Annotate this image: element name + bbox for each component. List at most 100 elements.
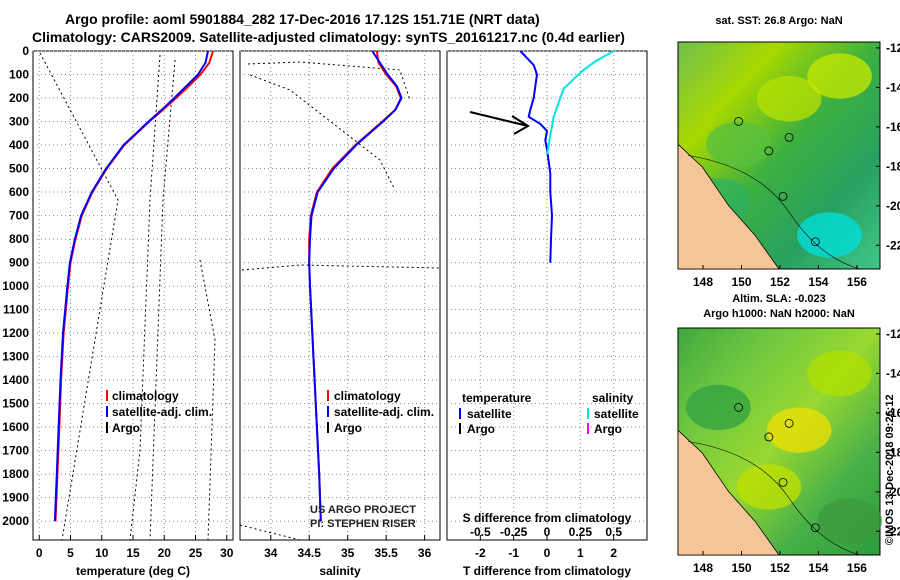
series-line-satellite-adj (53, 50, 209, 522)
depth-tick-label: 0 (22, 44, 29, 58)
map-y-tick-label: -16 (886, 120, 900, 134)
depth-tick-label: 1000 (2, 279, 29, 293)
reef-outline (734, 117, 743, 126)
map-x-tick-label: 150 (731, 561, 751, 575)
legend-label: Argo (594, 422, 622, 436)
map-x-tick-label: 150 (731, 275, 751, 289)
shelf-contour (688, 155, 860, 270)
x-tick-label: 34 (264, 546, 278, 560)
arrow-head (511, 115, 530, 135)
map-y-tick-label: -14 (886, 366, 900, 380)
reef-outline (764, 432, 774, 442)
reef-outline (764, 146, 774, 156)
map-x-tick-label: 154 (808, 561, 828, 575)
map-x-tick-label: 148 (693, 275, 713, 289)
map-patch (766, 407, 832, 453)
s-tick-label: 0 (544, 525, 551, 539)
map-x-tick-label: 148 (693, 561, 713, 575)
depth-tick-label: 1200 (2, 326, 29, 340)
reef-outline (778, 477, 788, 487)
depth-tick-label: 700 (9, 209, 29, 223)
map-y-tick-label: -20 (886, 199, 900, 213)
plot-frame (239, 50, 441, 541)
annotation-pi: PI: STEPHEN RISER (310, 518, 416, 530)
map-y-tick-label: -14 (886, 80, 900, 94)
x-tick-label: 30 (220, 546, 234, 560)
sla-map-panel: 148 150 152 154 156 -12 -14 -16 -18 -20 -22 Altim. … (677, 293, 900, 575)
map-y-tick-label: -18 (886, 159, 900, 173)
legend-label: Argo (112, 421, 140, 435)
sst-map-panel: 148 150 152 154 156 -12 -14 -16 -18 -20 -22 sat. SS… (677, 15, 900, 289)
reef-outline (778, 191, 788, 201)
depth-tick-label: 300 (9, 115, 29, 129)
x-tick-label: 1 (577, 546, 584, 560)
depth-tick-label: 2000 (2, 514, 29, 528)
x-axis-label: salinity (319, 564, 361, 578)
reef-outline (734, 403, 743, 412)
legend-label: climatology (112, 389, 179, 403)
depth-tick-label: 400 (9, 138, 29, 152)
map-patch (686, 384, 751, 431)
x-tick-label: 15 (126, 546, 140, 560)
temperature-panel: 0100200300400500600700800900100011001200… (2, 44, 233, 578)
x-tick-label: 35 (341, 546, 355, 560)
header-line2: Climatology: CARS2009. Satellite-adjuste… (32, 29, 625, 45)
x-tick-label: 2 (610, 546, 617, 560)
map-patch (736, 464, 802, 510)
map-x-tick-label: 156 (847, 561, 867, 575)
series-line-satellite-adj (308, 50, 403, 522)
difference-panel: -2 -1 0 1 2 T difference from climatology -0.5… (446, 50, 648, 578)
s-tick-label: -0.25 (500, 525, 528, 539)
map-y-tick-label: -20 (886, 485, 900, 499)
depth-tick-label: 100 (9, 68, 29, 82)
map-patch (756, 76, 822, 122)
arrow-line (469, 111, 529, 127)
series-line-s-satellite (546, 50, 615, 155)
land-mass (677, 143, 780, 270)
legend-label: Argo (334, 421, 362, 435)
depth-tick-label: 1900 (2, 491, 29, 505)
depth-tick-label: 600 (9, 185, 29, 199)
map-title: Altim. SLA: -0.023 (732, 293, 826, 305)
envelope-curve (247, 61, 411, 101)
depth-tick-label: 800 (9, 232, 29, 246)
depth-tick-label: 1300 (2, 350, 29, 364)
legend-title-temperature: temperature (462, 391, 532, 405)
x-tick-label: 0 (544, 546, 551, 560)
s-tick-label: -0.5 (470, 525, 491, 539)
map-x-tick-label: 154 (808, 275, 828, 289)
map-patch (797, 212, 862, 258)
legend-label: satellite-adj. clim. (112, 405, 212, 419)
s-axis-label: S difference from climatology (463, 511, 632, 525)
land-mass (677, 429, 780, 556)
map-patch (807, 350, 872, 397)
envelope-curve (241, 264, 441, 271)
credit-label: ©IMOS 13-Dec-2018 09:26:12 (884, 394, 896, 545)
x-axis-label: temperature (deg C) (76, 564, 190, 578)
legend-label: satellite-adj. clim. (334, 405, 434, 419)
legend-label: climatology (334, 389, 401, 403)
depth-tick-label: 500 (9, 162, 29, 176)
map-subtitle: Argo h1000: NaN h2000: NaN (703, 308, 855, 320)
map-y-tick-label: -12 (886, 41, 900, 55)
x-tick-label: 25 (189, 546, 203, 560)
x-tick-label: -1 (508, 546, 519, 560)
legend-label: satellite (594, 407, 639, 421)
legend-label: Argo (467, 422, 495, 436)
depth-tick-label: 200 (9, 91, 29, 105)
map-x-tick-label: 156 (847, 275, 867, 289)
depth-tick-label: 1700 (2, 444, 29, 458)
x-tick-label: -2 (475, 546, 486, 560)
x-tick-label: 5 (67, 546, 74, 560)
shelf-contour (688, 441, 860, 556)
envelope-curve (249, 74, 396, 191)
series-line-t-satellite (519, 50, 554, 263)
envelope-curve (39, 52, 119, 541)
depth-tick-label: 1500 (2, 397, 29, 411)
map-patch (817, 498, 883, 544)
header-line1: Argo profile: aoml 5901884_282 17-Dec-20… (65, 11, 540, 27)
x-tick-label: 10 (95, 546, 109, 560)
annotation-project: US ARGO PROJECT (310, 504, 416, 516)
map-y-tick-label: -18 (886, 445, 900, 459)
map-x-tick-label: 152 (770, 561, 790, 575)
